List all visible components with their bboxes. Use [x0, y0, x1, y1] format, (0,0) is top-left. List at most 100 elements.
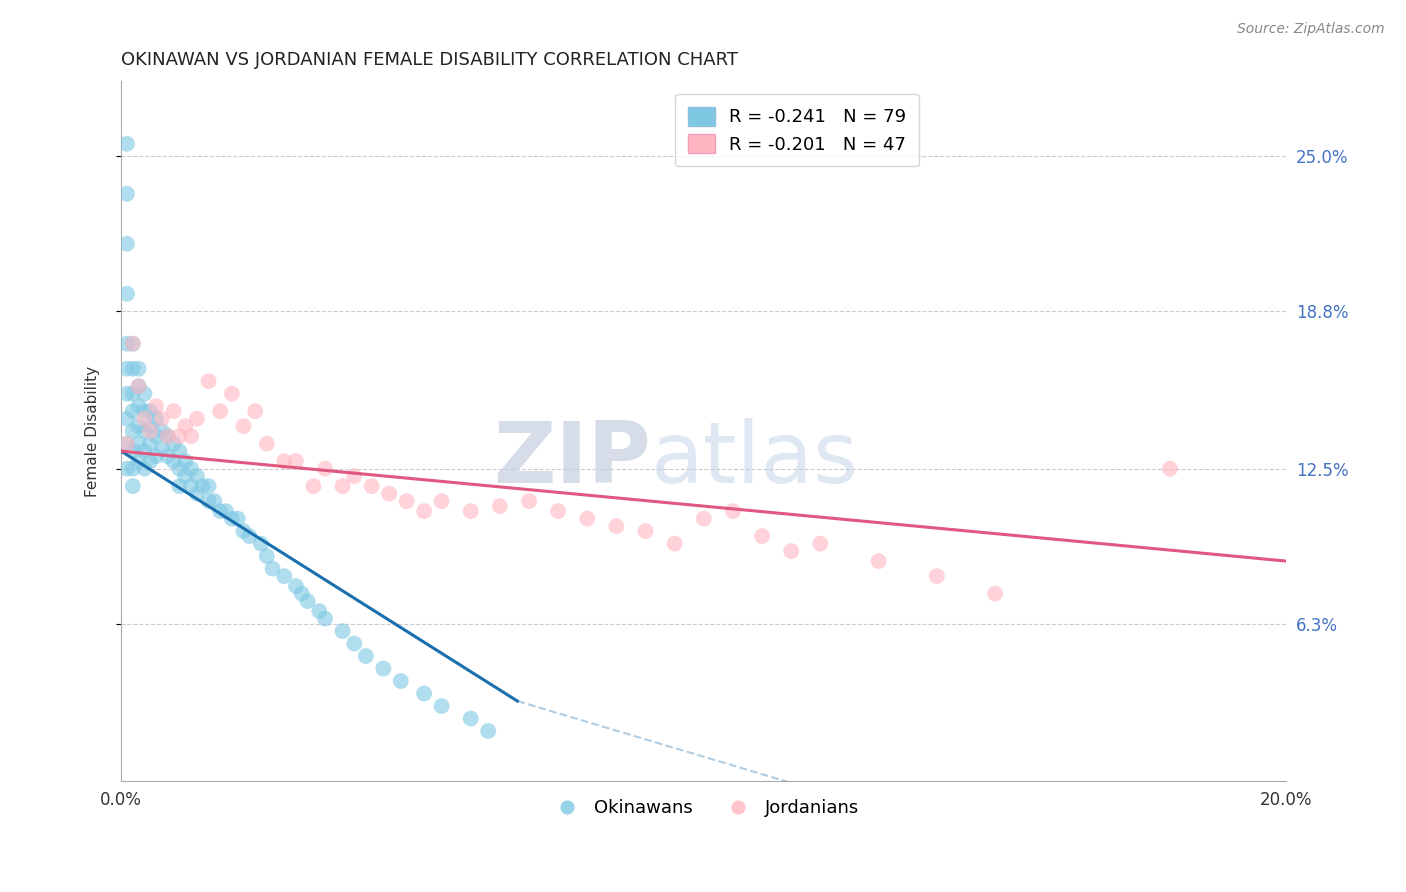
Point — [145, 411, 167, 425]
Point — [389, 674, 412, 689]
Point — [128, 379, 150, 393]
Point — [413, 504, 436, 518]
Point — [134, 461, 156, 475]
Point — [169, 479, 191, 493]
Point — [186, 469, 208, 483]
Point — [232, 524, 254, 538]
Point — [128, 436, 150, 450]
Point — [395, 494, 418, 508]
Legend: Okinawans, Jordanians: Okinawans, Jordanians — [541, 792, 866, 824]
Point — [517, 494, 540, 508]
Point — [226, 511, 249, 525]
Point — [605, 519, 627, 533]
Point — [273, 569, 295, 583]
Point — [250, 536, 273, 550]
Point — [284, 579, 307, 593]
Point — [925, 569, 948, 583]
Point — [115, 361, 138, 376]
Point — [115, 236, 138, 251]
Point — [413, 687, 436, 701]
Point — [180, 461, 202, 475]
Point — [121, 336, 143, 351]
Point — [221, 386, 243, 401]
Point — [174, 469, 197, 483]
Point — [121, 336, 143, 351]
Point — [169, 429, 191, 443]
Point — [115, 461, 138, 475]
Point — [150, 424, 173, 438]
Point — [202, 494, 225, 508]
Point — [373, 661, 395, 675]
Point — [477, 724, 499, 739]
Point — [115, 336, 138, 351]
Point — [430, 494, 453, 508]
Point — [169, 444, 191, 458]
Point — [169, 461, 191, 475]
Point — [197, 479, 219, 493]
Point — [128, 454, 150, 468]
Point — [121, 386, 143, 401]
Point — [121, 444, 143, 458]
Point — [145, 399, 167, 413]
Point — [460, 504, 482, 518]
Point — [134, 411, 156, 425]
Point — [156, 449, 179, 463]
Point — [721, 504, 744, 518]
Point — [221, 511, 243, 525]
Point — [191, 479, 214, 493]
Point — [162, 436, 184, 450]
Point — [430, 699, 453, 714]
Point — [115, 186, 138, 201]
Point — [314, 461, 336, 475]
Point — [209, 404, 232, 418]
Point — [150, 411, 173, 425]
Point — [115, 436, 138, 450]
Point — [115, 411, 138, 425]
Point — [128, 361, 150, 376]
Point — [115, 436, 138, 450]
Point — [354, 648, 377, 663]
Point — [145, 429, 167, 443]
Point — [209, 504, 232, 518]
Point — [547, 504, 569, 518]
Point — [273, 454, 295, 468]
Point — [134, 444, 156, 458]
Point — [115, 386, 138, 401]
Point — [576, 511, 599, 525]
Point — [197, 494, 219, 508]
Point — [284, 454, 307, 468]
Point — [128, 379, 150, 393]
Point — [256, 436, 278, 450]
Point — [291, 586, 314, 600]
Point — [302, 479, 325, 493]
Point — [121, 461, 143, 475]
Point — [197, 374, 219, 388]
Point — [134, 424, 156, 438]
Point — [174, 419, 197, 434]
Point — [308, 604, 330, 618]
Point — [332, 624, 354, 638]
Point — [139, 436, 162, 450]
Point — [693, 511, 716, 525]
Point — [156, 429, 179, 443]
Point — [215, 504, 238, 518]
Point — [186, 486, 208, 500]
Point — [139, 424, 162, 438]
Point — [150, 442, 173, 456]
Point — [243, 404, 266, 418]
Point — [139, 404, 162, 418]
Point — [128, 419, 150, 434]
Point — [314, 611, 336, 625]
Point — [1159, 461, 1181, 475]
Text: Source: ZipAtlas.com: Source: ZipAtlas.com — [1237, 22, 1385, 37]
Point — [984, 586, 1007, 600]
Text: atlas: atlas — [651, 417, 859, 500]
Point — [378, 486, 401, 500]
Text: ZIP: ZIP — [494, 417, 651, 500]
Point — [262, 561, 284, 575]
Point — [868, 554, 890, 568]
Point — [343, 636, 366, 650]
Point — [139, 419, 162, 434]
Point — [121, 424, 143, 438]
Point — [460, 712, 482, 726]
